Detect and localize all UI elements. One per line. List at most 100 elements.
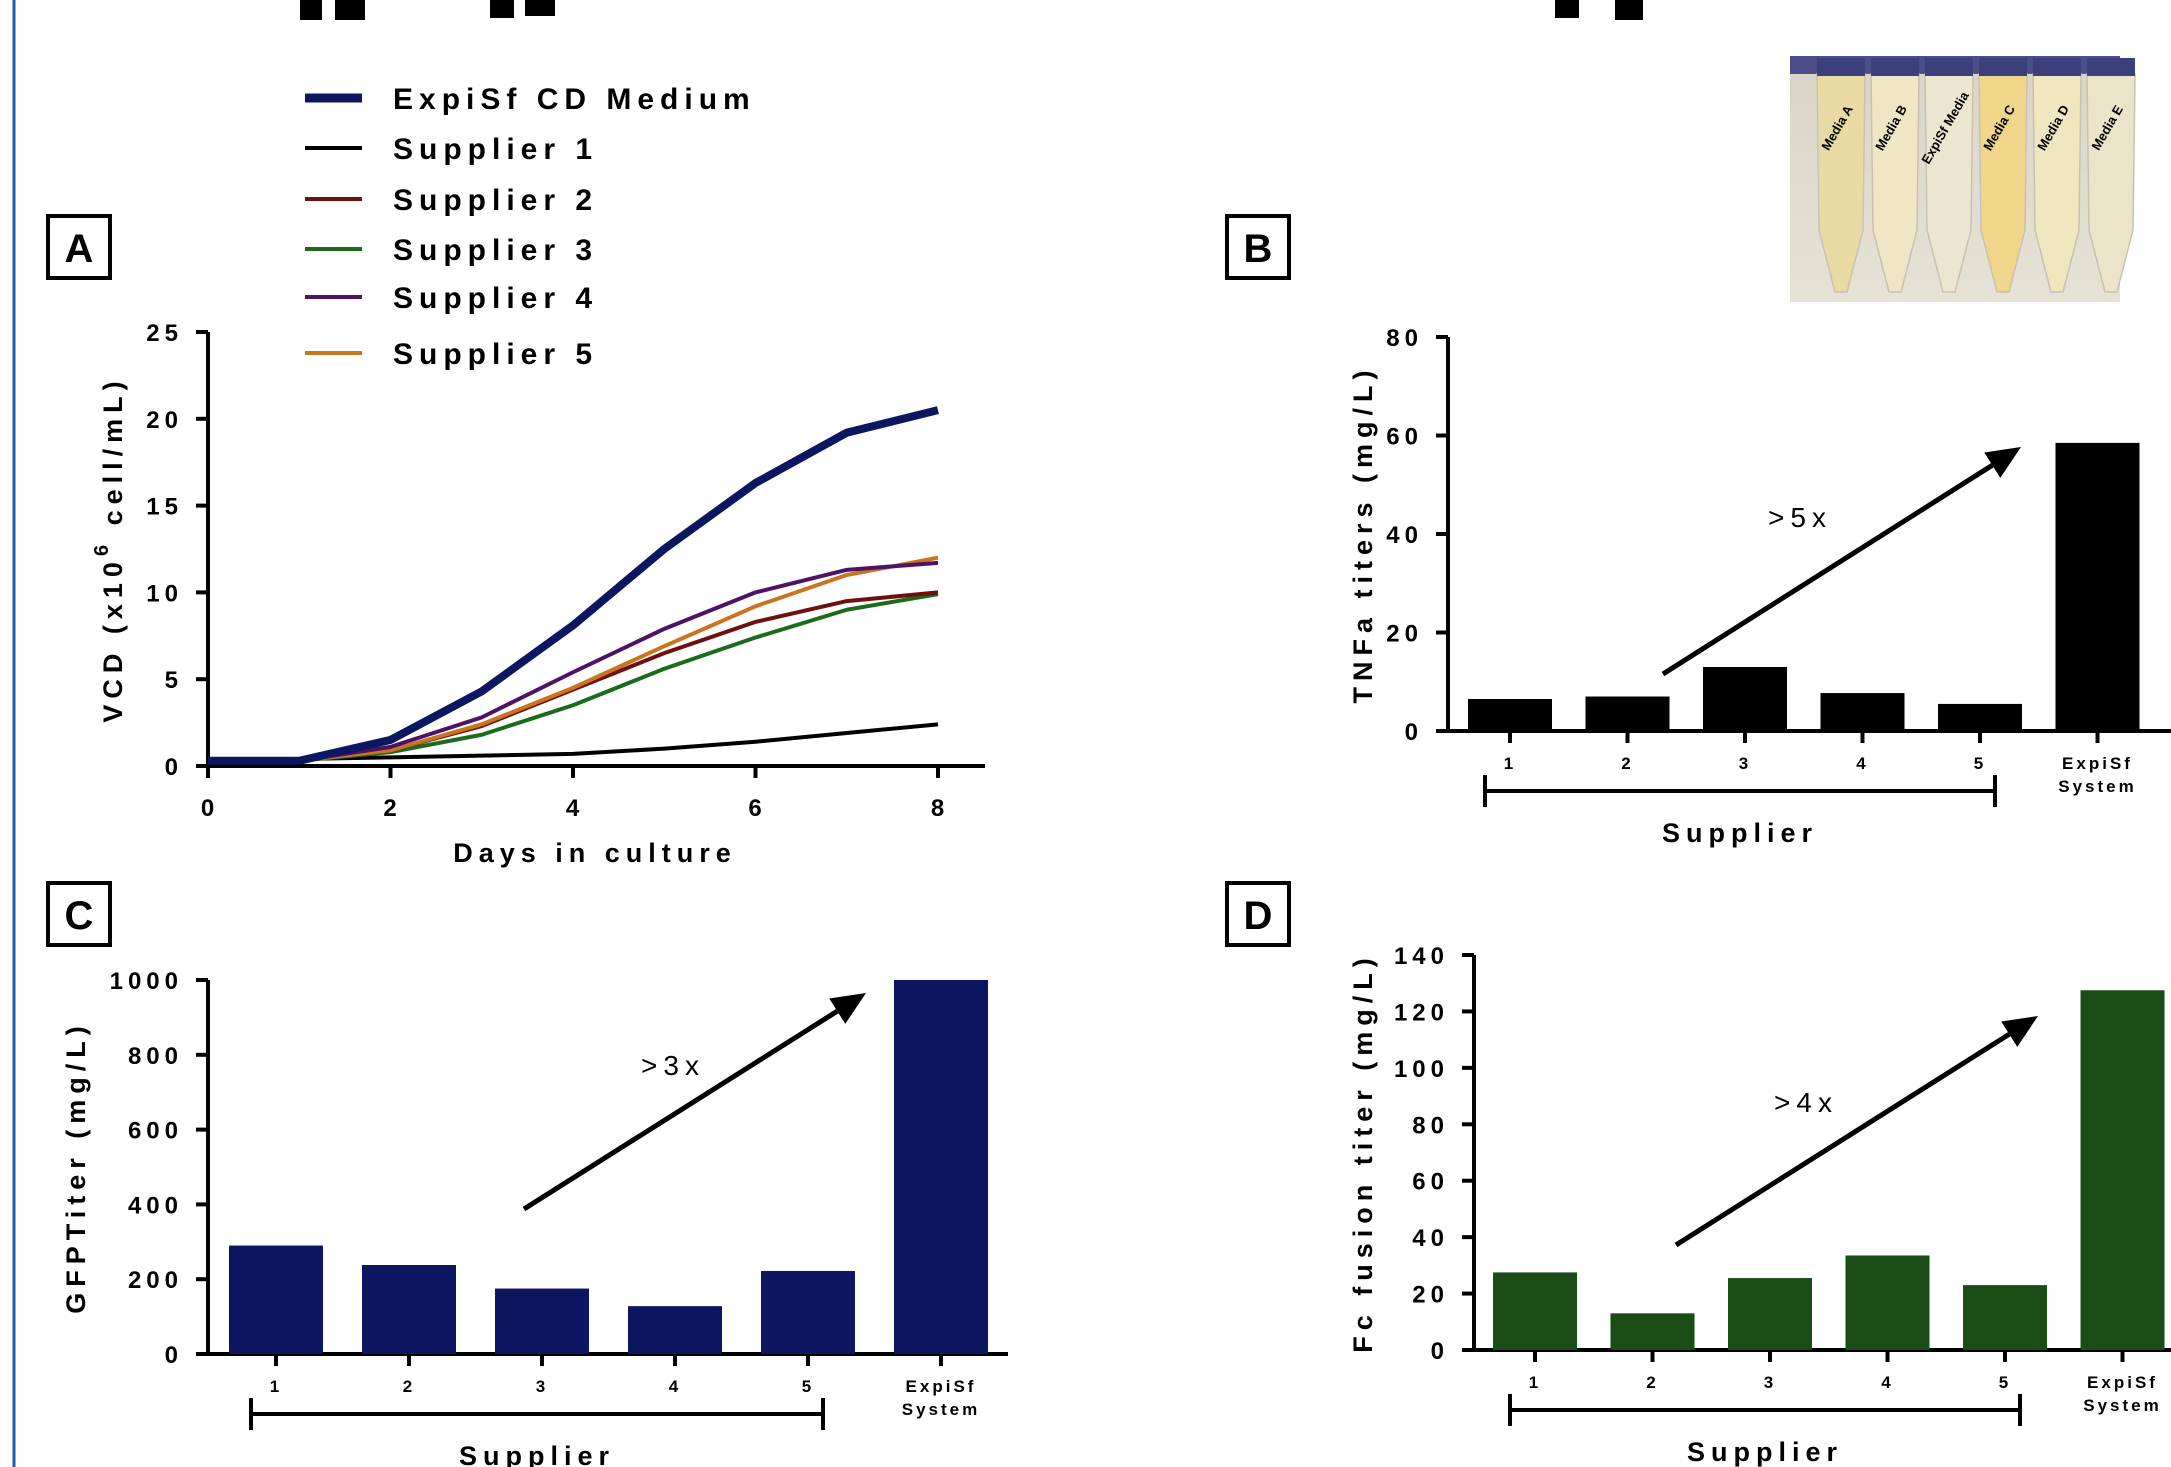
- bar: [362, 1264, 456, 1354]
- fold-increase-arrow: [1661, 463, 1994, 677]
- x-tick-label: System: [2083, 1396, 2161, 1415]
- y-tick-label: 80: [1386, 325, 1423, 352]
- y-tick-label: 60: [1412, 1169, 1449, 1196]
- y-tick-label: 25: [146, 320, 183, 347]
- bar: [628, 1306, 722, 1354]
- y-tick-label: 60: [1386, 424, 1423, 451]
- fold-increase-label: >4x: [1774, 1087, 1838, 1118]
- x-tick-label: ExpiSf: [2087, 1373, 2158, 1392]
- x-tick-label: 1: [1504, 754, 1516, 773]
- fold-increase-arrow: [522, 1009, 839, 1212]
- bar: [495, 1288, 589, 1354]
- x-tick-label: 1: [270, 1377, 282, 1396]
- x-tick-label: 4: [1856, 754, 1868, 773]
- y-axis-title: Fc fusion titer (mg/L): [1348, 952, 1378, 1352]
- y-tick-label: 0: [1405, 719, 1423, 746]
- panel-letter-a: A: [46, 214, 112, 280]
- y-tick-label: 200: [128, 1267, 183, 1294]
- x-tick-label: ExpiSf: [2062, 754, 2133, 773]
- bar: [229, 1245, 323, 1354]
- svg-text:A: A: [65, 227, 94, 271]
- x-tick-label: 4: [669, 1377, 681, 1396]
- x-tick-label: 5: [802, 1377, 814, 1396]
- x-axis-title: Supplier: [459, 1441, 615, 1467]
- x-tick-label: 3: [1739, 754, 1751, 773]
- bar: [1585, 696, 1670, 731]
- legend-label: Supplier 2: [393, 184, 598, 217]
- fold-increase-arrow: [1674, 1032, 2011, 1248]
- legend-label: Supplier 4: [393, 282, 598, 315]
- arrow-head: [829, 993, 866, 1024]
- x-tick-label: System: [902, 1400, 980, 1419]
- y-tick-label: 20: [146, 407, 183, 434]
- x-tick-label: 4: [1881, 1373, 1893, 1392]
- chart-c-gfp: 0 200 400 600 800 1000 1 2 3 4 5 ExpiSf System Suppli…: [61, 968, 1008, 1467]
- tube-cap: [1817, 58, 1865, 76]
- x-axis-title: Supplier: [1662, 818, 1818, 848]
- x-tick-label: 6: [748, 795, 766, 822]
- media-tubes-photo: Media A Media B ExpiSf Media Media C Media D…: [1790, 56, 2136, 302]
- y-axis-title: GFPTiter (mg/L): [61, 1020, 91, 1314]
- x-tick-label: 2: [383, 795, 401, 822]
- tube-cap: [1925, 58, 1973, 76]
- arrow-head: [2001, 1016, 2038, 1047]
- y-tick-label: 40: [1386, 522, 1423, 549]
- x-tick-label: 4: [566, 795, 584, 822]
- panel-letter-d: D: [1225, 881, 1291, 947]
- legend-label: ExpiSf CD Medium: [393, 83, 756, 116]
- series-line: [208, 560, 939, 763]
- y-tick-label: 1000: [110, 968, 183, 995]
- bar: [1703, 666, 1787, 731]
- svg-text:C: C: [65, 894, 94, 938]
- panel-letter-c: C: [46, 881, 112, 947]
- series-line: [208, 555, 939, 763]
- legend: ExpiSf CD Medium Supplier 1 Supplier 2 Supp…: [305, 83, 756, 371]
- x-axis-title: Days in culture: [453, 838, 737, 868]
- y-tick-label: 600: [128, 1118, 183, 1145]
- y-tick-label: 0: [165, 1342, 183, 1369]
- x-tick-label: 5: [1999, 1373, 2011, 1392]
- x-tick-label: 3: [536, 1377, 548, 1396]
- bar: [1728, 1278, 1812, 1350]
- y-tick-label: 0: [1431, 1338, 1449, 1365]
- tube-cap: [1871, 58, 1919, 76]
- y-tick-label: 20: [1412, 1282, 1449, 1309]
- x-tick-label: ExpiSf: [906, 1377, 977, 1396]
- fold-increase-label: >5x: [1768, 502, 1832, 533]
- bar: [1468, 698, 1552, 731]
- y-tick-label: 10: [146, 580, 183, 607]
- legend-label: Supplier 1: [393, 133, 598, 166]
- bar: [1820, 693, 1905, 731]
- x-tick-label: 3: [1764, 1373, 1776, 1392]
- bar: [1938, 703, 2022, 731]
- bar: [894, 980, 988, 1354]
- x-tick-label: 2: [403, 1377, 415, 1396]
- y-tick-label: 15: [146, 494, 183, 521]
- x-tick-label: 8: [931, 795, 949, 822]
- chart-d-fc-fusion: 0 20 40 60 80 100 120 140 1 2 3 4 5 ExpiSf System Suppl…: [1348, 943, 2171, 1467]
- tube-cap: [1979, 58, 2027, 76]
- bar: [761, 1270, 855, 1354]
- tube-cap: [2033, 58, 2081, 76]
- bar: [1845, 1255, 1930, 1350]
- legend-label: Supplier 3: [393, 234, 598, 267]
- y-tick-label: 400: [128, 1192, 183, 1219]
- y-tick-label: 100: [1394, 1056, 1449, 1083]
- y-tick-label: 5: [165, 667, 183, 694]
- x-tick-label: 2: [1646, 1373, 1658, 1392]
- y-tick-label: 20: [1386, 621, 1423, 648]
- arrow-head: [1984, 447, 2021, 478]
- fold-increase-label: >3x: [641, 1050, 705, 1081]
- svg-text:B: B: [1244, 227, 1273, 271]
- svg-text:D: D: [1244, 894, 1273, 938]
- legend-label: Supplier 5: [393, 338, 598, 371]
- x-tick-label: 5: [1974, 754, 1986, 773]
- y-tick-label: 80: [1412, 1112, 1449, 1139]
- x-tick-label: 2: [1621, 754, 1633, 773]
- x-tick-label: 0: [201, 795, 219, 822]
- panel-letter-b: B: [1225, 214, 1291, 280]
- tube-cap: [2087, 58, 2135, 76]
- bar: [1963, 1285, 2047, 1350]
- bar: [1493, 1272, 1577, 1350]
